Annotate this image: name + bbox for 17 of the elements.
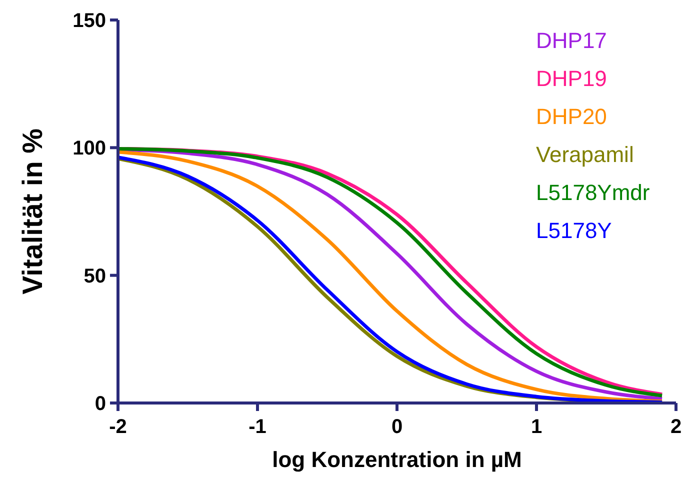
text: L5178Y xyxy=(536,218,612,243)
x-tick-label: -2 xyxy=(109,416,127,438)
text: L5178Ymdr xyxy=(536,180,650,205)
x-axis-title: log Konzentration in µM xyxy=(272,447,522,472)
x-tick-label: -1 xyxy=(248,416,266,438)
y-tick-label: 0 xyxy=(94,393,106,415)
text: DHP19 xyxy=(536,66,607,91)
text: DHP17 xyxy=(536,28,607,53)
y-tick-label: 50 xyxy=(84,265,106,288)
x-tick-label: 0 xyxy=(391,416,403,438)
text: DHP20 xyxy=(536,104,607,129)
y-tick-label: 100 xyxy=(72,138,106,160)
x-tick-label: 1 xyxy=(530,416,542,438)
y-tick-label: 150 xyxy=(72,10,106,32)
y-axis-title: Vitalität in % xyxy=(17,128,48,294)
text: Verapamil xyxy=(536,142,634,167)
x-tick-label: 2 xyxy=(670,416,682,438)
